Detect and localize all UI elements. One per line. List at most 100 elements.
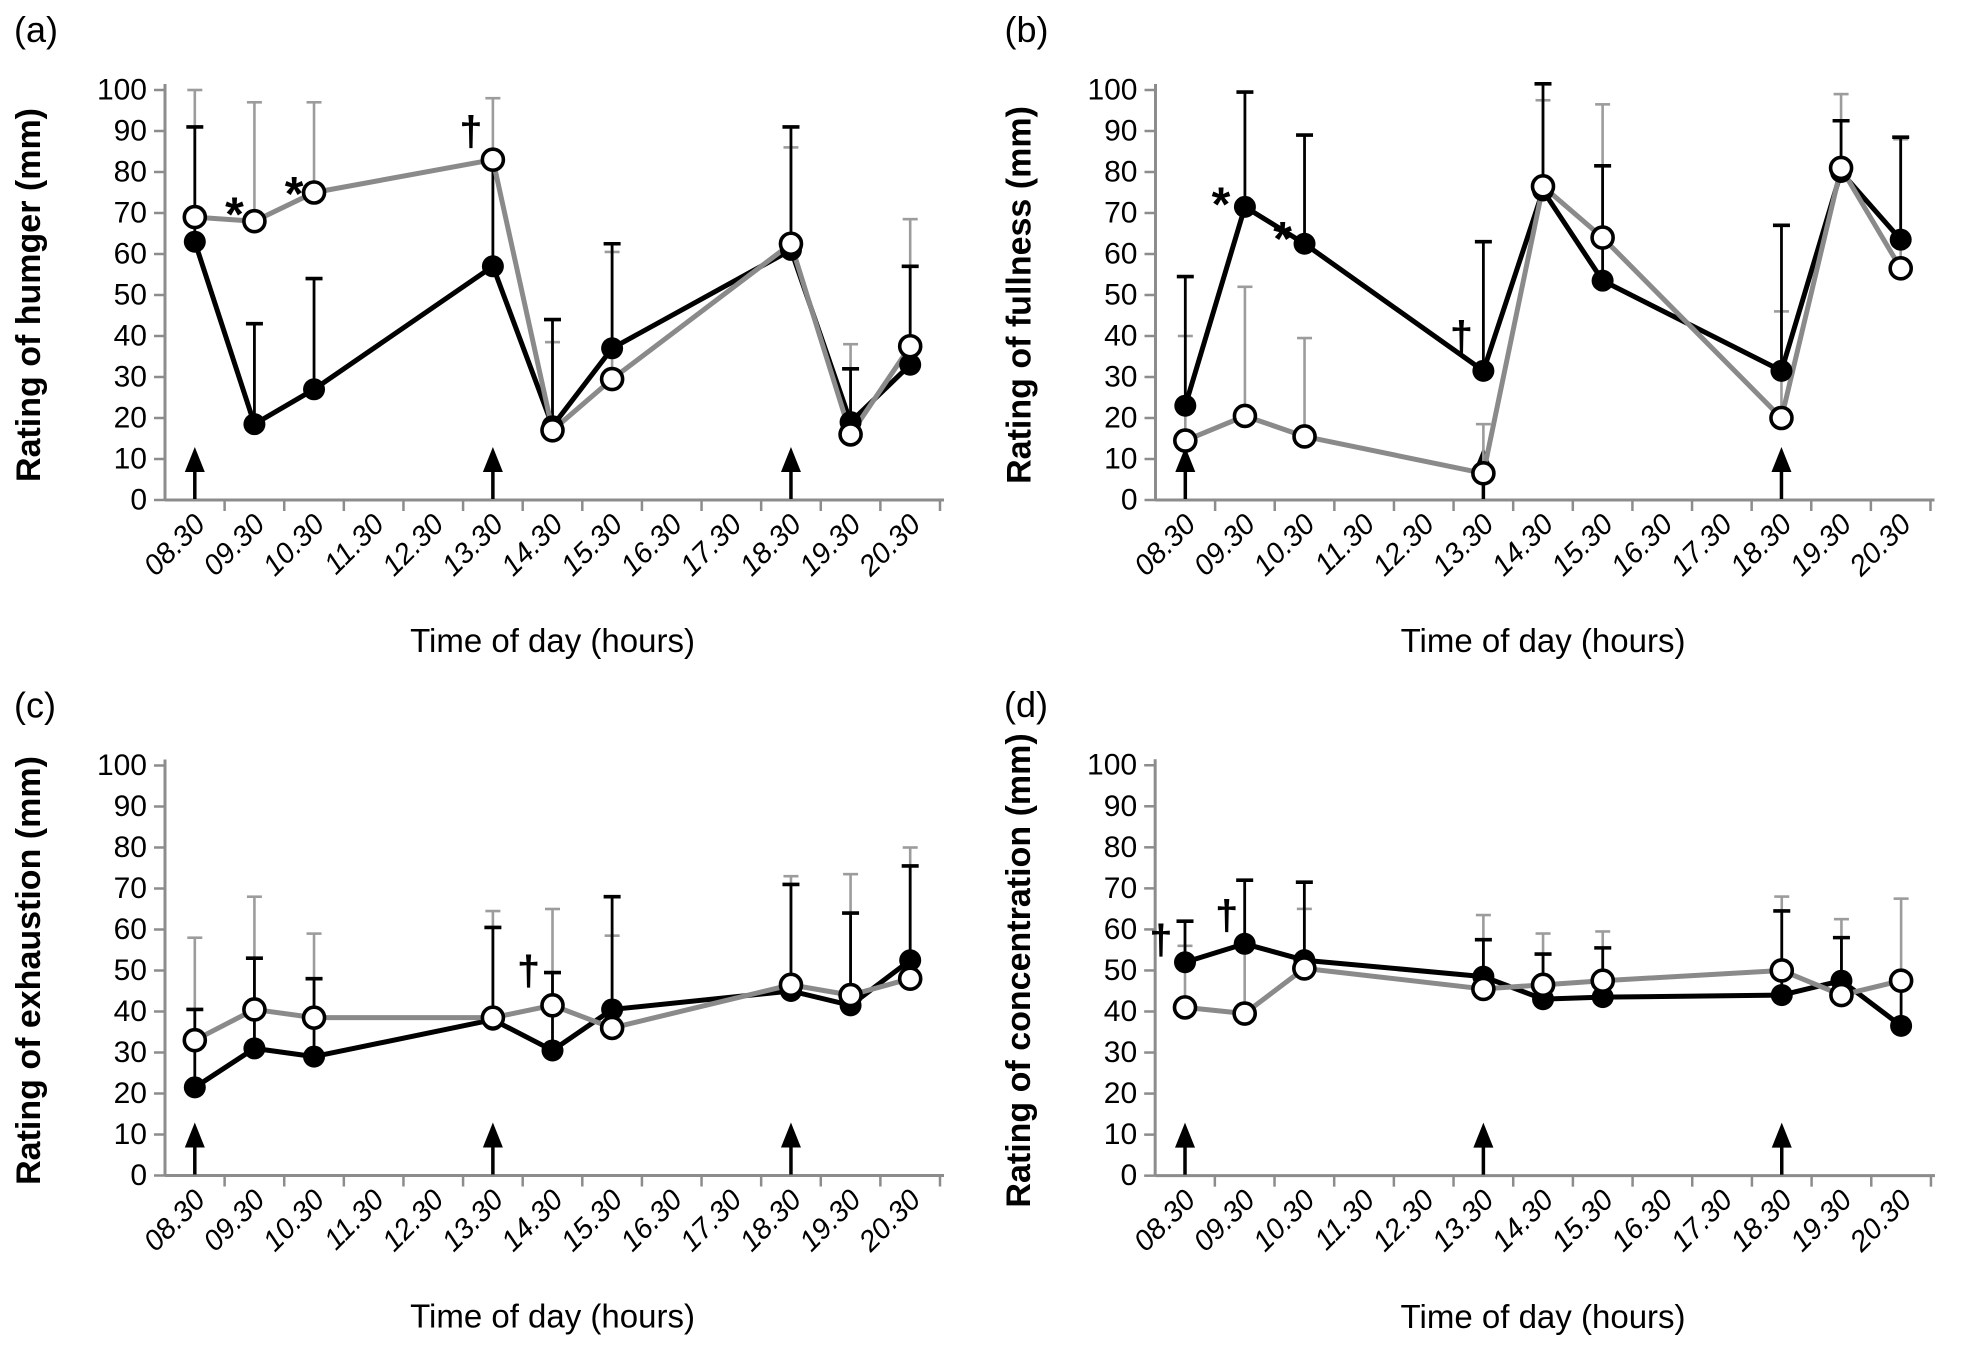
data-point-open: [599, 1015, 625, 1041]
y-tick-label: 20: [1104, 402, 1137, 435]
data-point-filled: [601, 998, 624, 1021]
y-tick-label: 100: [1087, 749, 1137, 782]
y-axis-title: Rating of exhaustion (mm): [10, 756, 48, 1185]
significance-marker: †: [1149, 916, 1172, 963]
x-tick-label: 19.30: [1784, 508, 1858, 582]
error-bar: [1296, 133, 1314, 244]
y-tick-label: 50: [1104, 954, 1137, 987]
x-tick-label: 13.30: [436, 508, 510, 582]
x-tick-label: 08.30: [138, 1184, 212, 1258]
data-point-open: [242, 208, 267, 234]
data-point-filled: [183, 1076, 206, 1099]
data-point-open: [1232, 403, 1258, 429]
x-tick-label: 20.30: [1843, 1184, 1918, 1259]
error-bar: [603, 894, 621, 1010]
x-tick-label: 11.30: [318, 1184, 390, 1256]
error-bar: [1892, 135, 1910, 240]
panel-c: (c) 0 10 20 30 40 50 60 70 80 90 100 08.30 09.30 10.30…: [0, 675, 990, 1351]
data-point-open: [301, 180, 327, 205]
significance-marker: †: [1450, 313, 1473, 360]
y-tick-label: 90: [1104, 115, 1137, 148]
error-bar: [544, 317, 561, 427]
y-tick-label: 40: [1104, 320, 1137, 353]
error-bar: [782, 125, 800, 250]
data-point-open: [1471, 976, 1496, 1002]
error-bar: [1474, 239, 1492, 371]
x-tick-label: 14.30: [496, 1184, 570, 1258]
y-tick-label: 30: [1104, 361, 1137, 394]
x-tick-label: 09.30: [197, 508, 271, 582]
y-tick-label: 50: [1104, 279, 1137, 312]
error-bar: [1297, 336, 1313, 437]
x-tick-label: 09.30: [1188, 508, 1262, 582]
data-point-filled: [1233, 932, 1256, 955]
data-point-open: [838, 422, 863, 447]
data-point-filled: [601, 337, 624, 360]
data-point-filled: [1770, 359, 1793, 382]
data-point-filled: [1174, 394, 1197, 417]
x-tick-label: 18.30: [734, 1184, 808, 1258]
meal-arrow: [780, 1122, 801, 1175]
error-bar: [484, 925, 502, 1020]
y-tick-label: 70: [1104, 197, 1137, 230]
x-tick-label: 15.30: [555, 1184, 629, 1258]
y-tick-label: 80: [1104, 156, 1137, 189]
data-point-open: [1829, 982, 1854, 1008]
x-tick-label: 17.30: [674, 1184, 748, 1258]
panel-letter: (c): [14, 685, 56, 726]
panel-b-chart: (b) 0 10 20 30 40 50 60 70 80 90 100 08.3009.3010.30…: [1001, 9, 1935, 659]
y-tick-label: 20: [1104, 1077, 1137, 1110]
x-tick-label: 11.30: [318, 508, 390, 580]
y-tick-label: 30: [114, 1036, 147, 1069]
data-point-open: [182, 1027, 208, 1053]
x-tick-label: 17.30: [1665, 508, 1739, 582]
y-tick-label: 80: [114, 831, 147, 864]
y-tick-label: 60: [114, 238, 147, 271]
y-tick-label: 10: [114, 443, 147, 476]
y-tick-label: 90: [114, 115, 147, 148]
x-axis-title: Time of day (hours): [1401, 1298, 1686, 1335]
data-point-open: [1530, 972, 1556, 998]
data-point-open: [1888, 968, 1914, 994]
data-point-filled: [243, 1037, 266, 1060]
x-tick-label: 11.30: [1309, 508, 1381, 580]
y-axis-title: Rating of concentration (mm): [1000, 733, 1038, 1207]
error-bar: [1237, 285, 1253, 416]
y-tick-label: 60: [114, 913, 147, 946]
data-point-filled: [899, 353, 922, 376]
x-tick-label: 19.30: [794, 508, 868, 582]
y-tick-label: 60: [1104, 238, 1137, 271]
data-point-filled: [1890, 1014, 1913, 1037]
x-tick-label: 12.30: [376, 508, 450, 582]
data-point-filled: [899, 949, 922, 972]
x-tick-label: 15.30: [1546, 508, 1620, 582]
significance-marker: *: [225, 189, 244, 242]
data-point-open: [301, 1005, 327, 1030]
x-tick-label: 12.30: [1367, 508, 1441, 582]
x-tick-label: 17.30: [1665, 1184, 1739, 1258]
data-point-filled: [1770, 984, 1793, 1007]
data-point-open: [1769, 958, 1795, 983]
error-bar: [1893, 897, 1909, 981]
data-point-open: [242, 997, 267, 1022]
error-bar: [1594, 164, 1612, 281]
data-point-open: [897, 966, 923, 992]
y-tick-label: 10: [1104, 1118, 1137, 1151]
x-tick-label: 18.30: [1725, 1184, 1799, 1258]
data-point-open: [1172, 995, 1198, 1020]
data-point-open: [778, 231, 804, 257]
x-tick-label: 08.30: [1128, 1184, 1202, 1258]
panel-letter: (a): [14, 9, 58, 50]
meal-arrow: [482, 447, 503, 499]
y-tick-label: 70: [114, 197, 147, 230]
data-point-open: [1888, 256, 1913, 281]
data-point-filled: [183, 230, 206, 253]
data-point-open: [838, 982, 863, 1008]
meal-arrow: [482, 1122, 503, 1175]
x-tick-label: 16.30: [1605, 1184, 1679, 1258]
error-bar: [246, 101, 262, 222]
meal-arrow: [1174, 1122, 1196, 1175]
y-tick-label: 30: [114, 361, 147, 394]
meal-arrow: [780, 447, 801, 499]
x-tick-label: 18.30: [734, 508, 808, 582]
